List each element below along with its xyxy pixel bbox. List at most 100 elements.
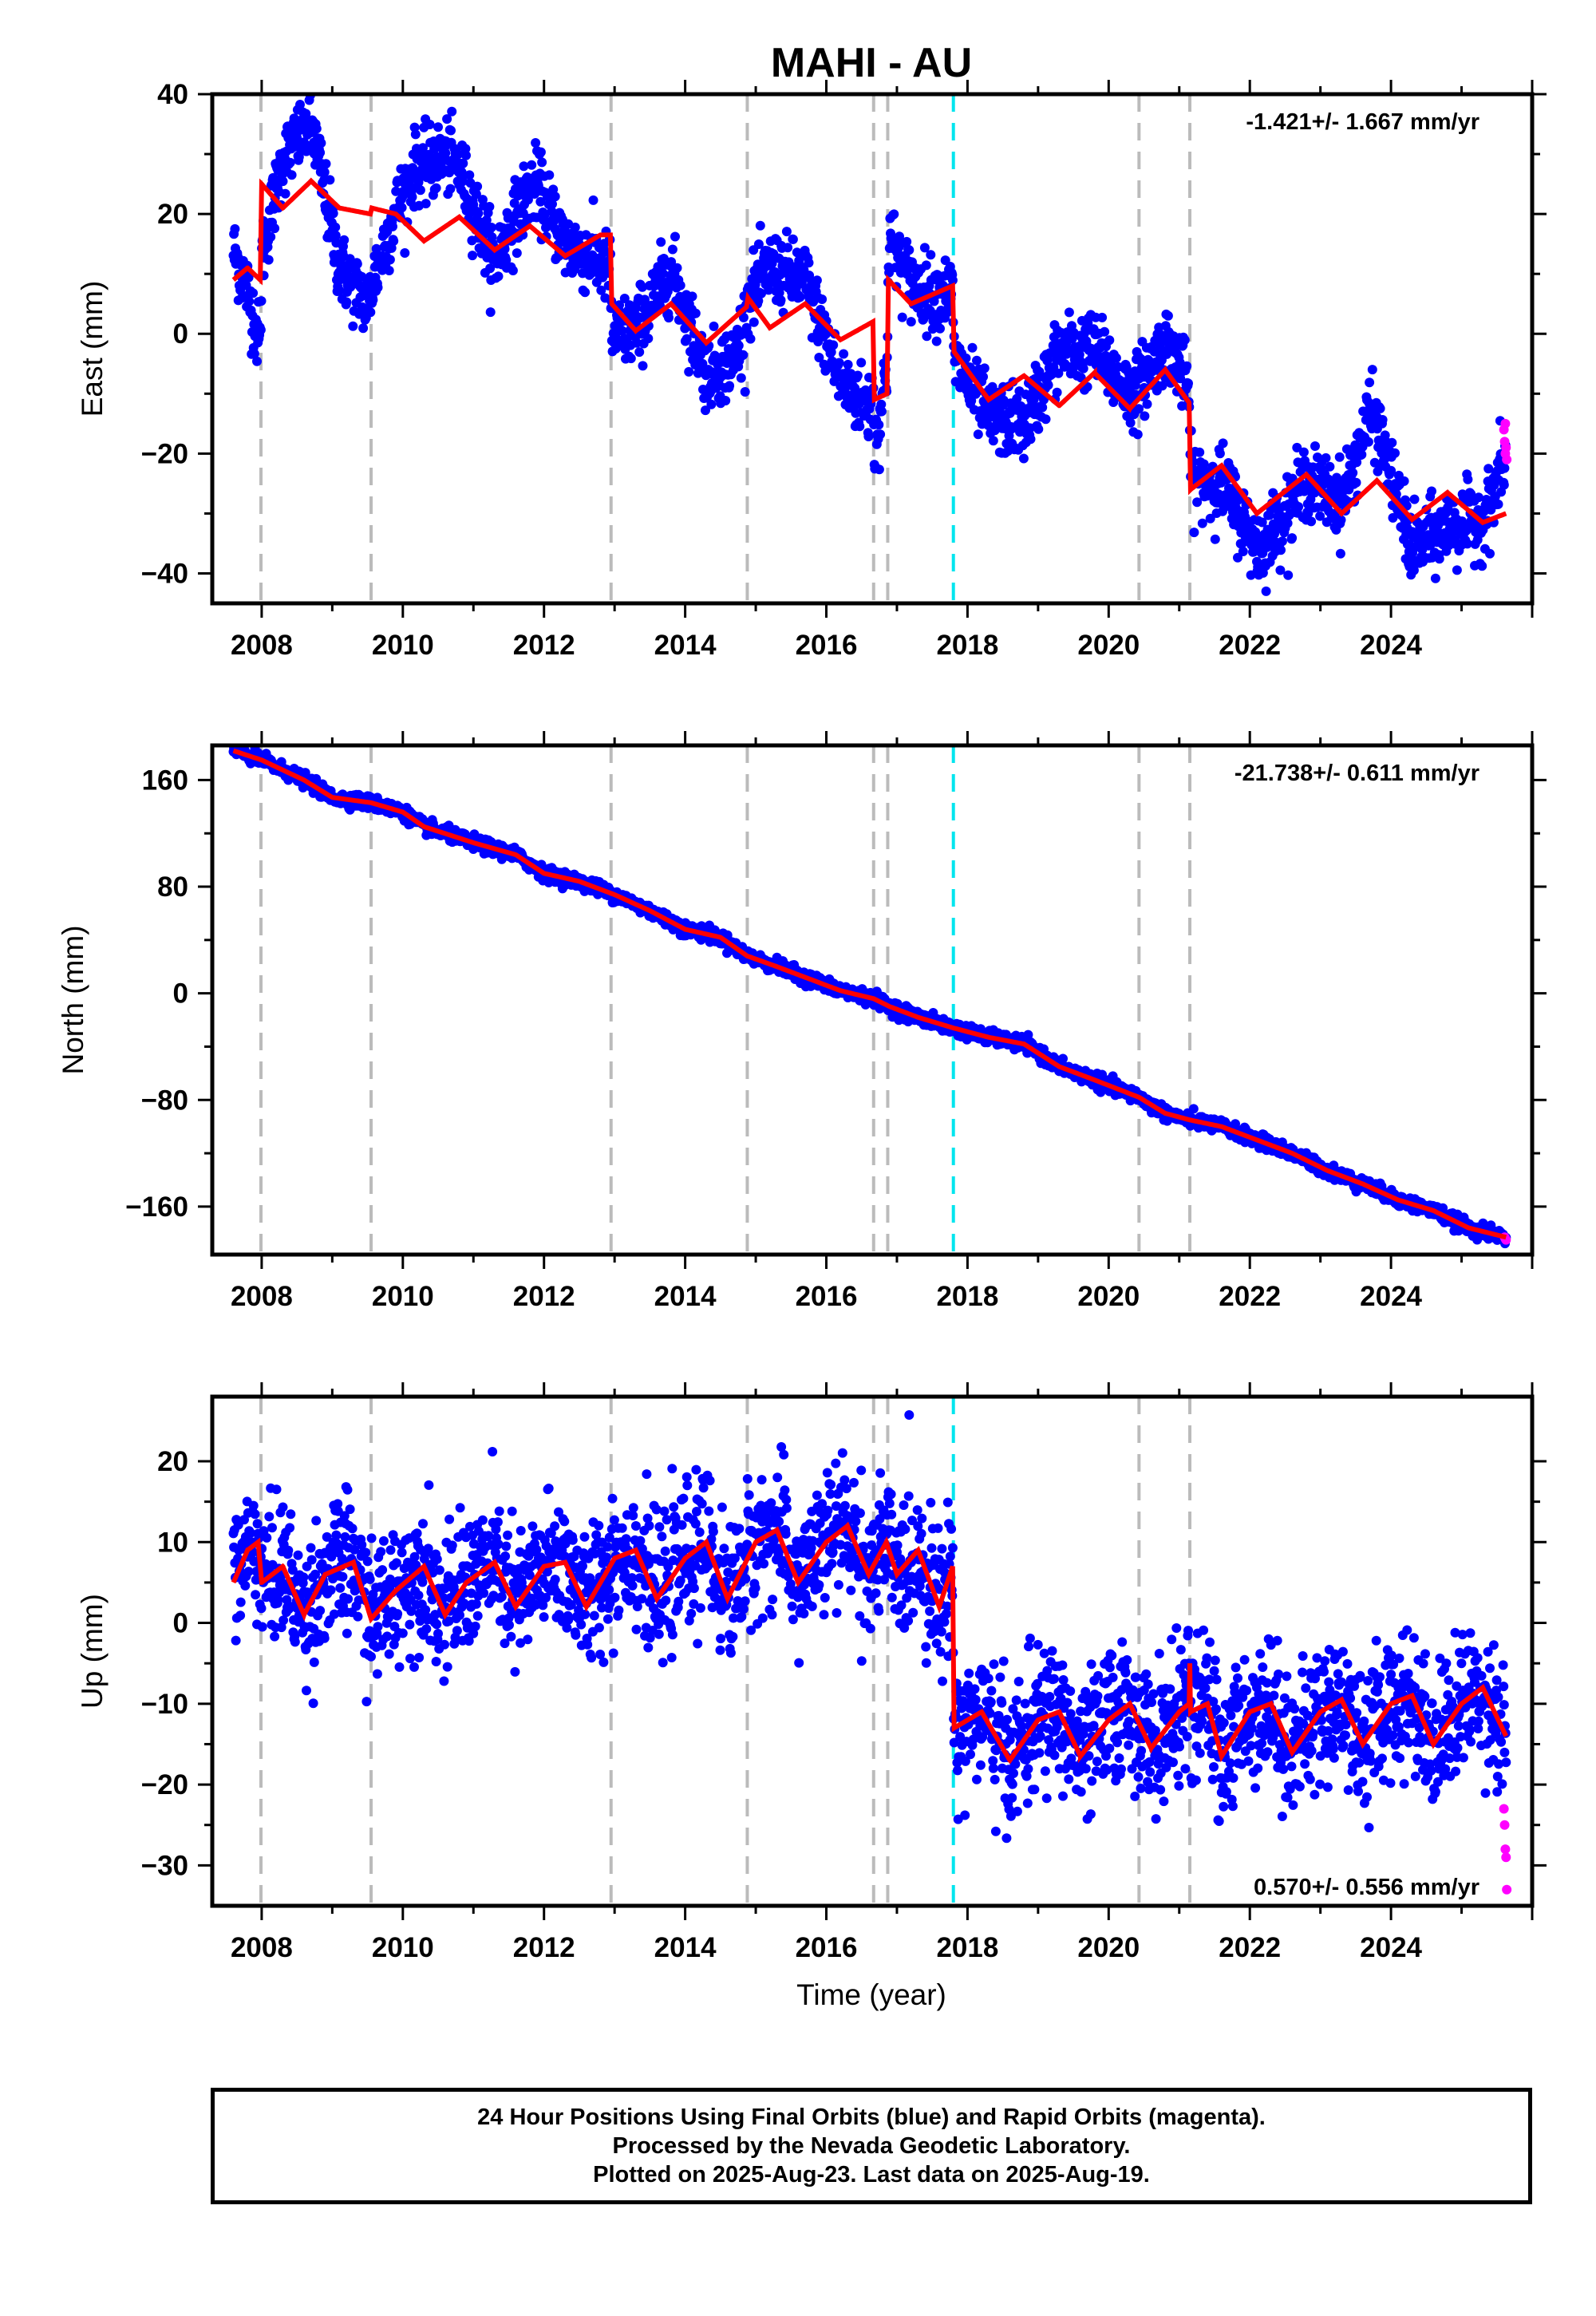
final-orbit-point [725,381,735,391]
final-orbit-point [1336,515,1346,525]
final-orbit-point [1029,394,1039,405]
final-orbit-point [472,181,483,192]
y-axis-title: East (mm) [76,281,109,417]
final-orbit-point [740,387,750,397]
final-orbit-point [852,370,863,381]
final-orbit-point [1018,453,1029,464]
final-orbit-point [1351,477,1361,488]
panel-north: 2008 2010 2012 2014 2016 2018 2020 2022 20241608… [57,731,1547,1312]
rapid-orbit-point [1501,442,1511,453]
final-orbit-point [1025,434,1036,445]
chart-title: MAHI - AU [771,40,972,86]
final-orbit-point [903,264,913,275]
final-orbit-point [1188,1104,1199,1114]
final-orbit-point [244,296,255,306]
final-orbit-point [906,317,916,327]
final-orbit-point [1104,335,1115,346]
final-orbit-point [1134,404,1144,414]
panel-frame [210,92,1535,606]
final-orbit-point [255,325,266,335]
final-orbit-point [781,227,792,237]
final-orbit-point [442,114,452,124]
final-orbit-point [721,396,731,405]
final-orbit-point [1387,437,1397,448]
final-orbit-point [445,184,456,194]
final-orbit-point [421,199,431,209]
final-orbit-point [468,251,477,261]
final-orbit-point [384,266,394,275]
final-orbit-point [947,275,958,286]
final-orbit-point [1434,554,1444,564]
final-orbit-point [972,355,982,366]
final-orbit-points [228,81,1511,596]
final-orbit-point [619,294,630,303]
final-orbit-point [319,167,330,177]
final-orbit-point [617,326,627,336]
final-orbit-point [738,312,749,322]
final-orbit-point [1499,480,1509,490]
final-orbit-point [988,436,998,446]
final-orbit-point [334,286,345,296]
final-orbit-point [670,231,680,242]
final-orbit-point [433,122,443,132]
x-tick-label: 2016 [796,630,858,661]
final-orbit-point [755,220,765,231]
final-orbit-point [783,243,793,253]
final-orbit-point [1275,565,1286,575]
final-orbit-point [321,159,331,169]
final-orbit-point [876,399,887,409]
final-orbit-point [1332,472,1341,483]
final-orbit-point [315,148,326,158]
final-orbit-point [814,353,824,362]
final-orbit-point [1292,442,1302,453]
final-orbit-point [425,120,435,129]
final-orbit-point [1380,430,1390,441]
final-orbit-point [626,354,636,364]
final-orbit-point [1388,512,1398,523]
x-tick-label: 2010 [372,630,434,661]
final-orbit-point [1473,492,1483,503]
final-orbit-point [286,170,297,180]
final-orbit-point [1195,447,1205,457]
final-orbit-point [300,81,310,90]
final-orbit-point [1348,468,1358,478]
final-orbit-point [1177,401,1187,411]
final-orbit-point [874,420,884,430]
final-orbit-point [863,432,874,441]
final-orbit-point [973,429,983,440]
final-orbit-point [834,358,844,368]
final-orbit-point [736,373,746,383]
x-tick-label: 2018 [936,630,998,661]
final-orbit-point [547,199,557,209]
final-orbit-point [1452,565,1462,575]
final-orbit-point [328,208,338,219]
final-orbit-point [1477,561,1487,571]
final-orbit-point [776,295,786,306]
final-orbit-point [855,421,865,432]
final-orbit-point [368,294,378,305]
final-orbit-point [1463,474,1473,484]
final-orbit-point [637,282,647,292]
final-orbit-point [1430,573,1440,583]
final-orbit-point [570,222,580,232]
final-orbit-point [461,150,471,160]
final-orbit-point [1233,552,1242,563]
final-orbit-point [248,288,259,298]
final-orbit-point [1283,570,1294,580]
final-orbit-point [316,138,326,148]
y-tick-label: −40 [141,558,188,589]
final-orbit-point [447,106,457,117]
final-orbit-point [1132,429,1143,440]
final-orbit-point [1427,486,1436,496]
y-tick-label: 0 [173,318,188,350]
final-orbit-point [1335,548,1345,559]
velocity-label: -1.421+/- 1.667 mm/yr [1246,109,1479,135]
final-orbit-point [339,235,350,245]
final-orbit-point [294,152,304,162]
final-orbit-point [1493,499,1503,509]
final-orbit-point [407,192,417,202]
final-orbit-point [588,195,598,205]
final-orbit-point [484,202,495,211]
final-orbit-point [1363,437,1373,447]
final-orbit-point [342,297,352,307]
